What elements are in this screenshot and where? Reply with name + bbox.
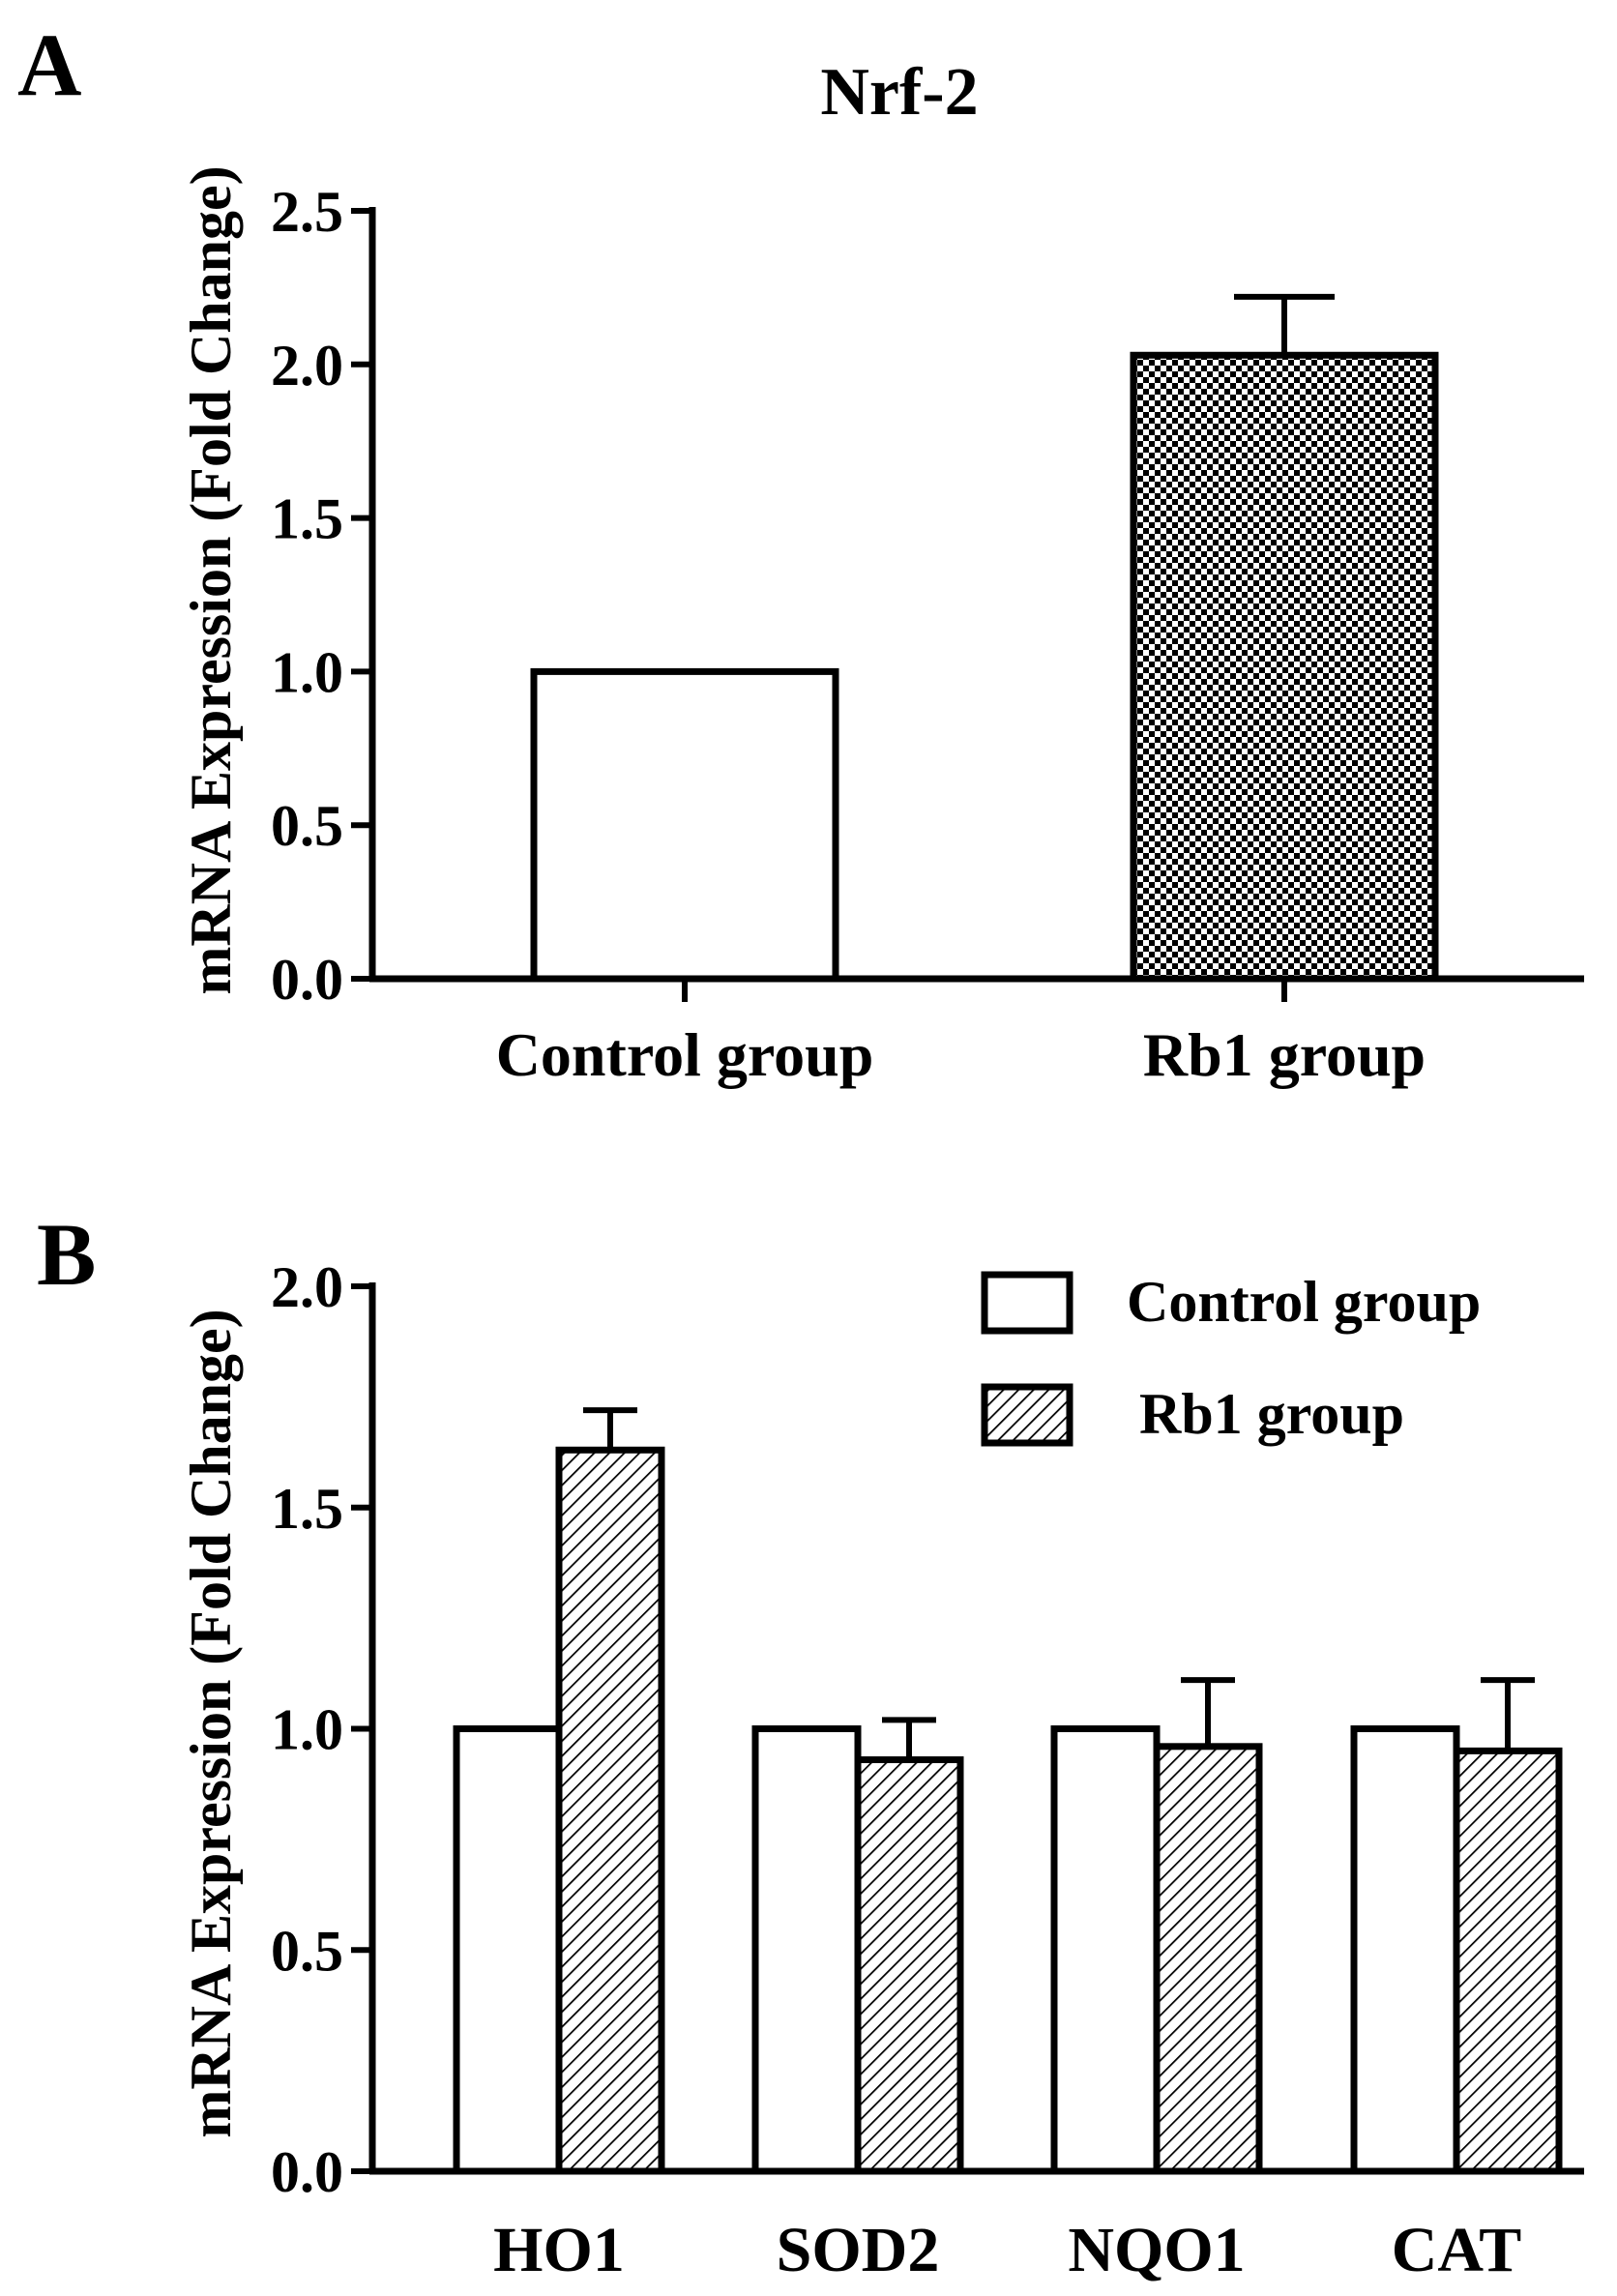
bar — [1350, 1725, 1460, 2175]
y-tick-label: 2.0 — [271, 334, 343, 397]
bar — [453, 1725, 563, 2175]
panel-label-b: B — [37, 1205, 96, 1304]
x-tick-label: Control group — [496, 1020, 874, 1089]
chart-b: B mRNA Expression (Fold Change) 0.0 0.5 1.… — [37, 1205, 1584, 2285]
bar — [854, 1756, 964, 2175]
y-tick-label: 0.5 — [271, 794, 343, 858]
x-tick-label: NQO1 — [1068, 2215, 1245, 2285]
y-tick-label: 2.5 — [271, 180, 343, 244]
x-tick-label: CAT — [1392, 2215, 1521, 2285]
chart-a: A Nrf-2 mRNA Expression (Fold Change) 0.… — [17, 15, 1584, 1089]
y-tick-label: 1.5 — [271, 1477, 343, 1541]
y-tick-label: 1.0 — [271, 640, 343, 704]
legend-swatch-control — [981, 1271, 1073, 1335]
bar — [1153, 1743, 1263, 2175]
legend: Control group Rb1 group — [981, 1270, 1481, 1447]
bar — [1453, 1747, 1563, 2175]
chart-a-ylabel: mRNA Expression (Fold Change) — [179, 165, 243, 994]
chart-b-plot: 0.0 0.5 1.0 1.5 2.0 HO1 SOD2 NQO1 CAT — [271, 1255, 1584, 2285]
x-tick-label: Rb1 group — [1143, 1020, 1426, 1089]
bar — [530, 667, 839, 983]
y-tick-label: 0.5 — [271, 1919, 343, 1983]
bar — [555, 1446, 665, 2175]
legend-label-rb1: Rb1 group — [1139, 1382, 1404, 1446]
legend-swatch-rb1 — [981, 1383, 1073, 1447]
legend-label-control: Control group — [1127, 1270, 1481, 1334]
x-tick-label: SOD2 — [777, 2215, 940, 2285]
y-tick-label: 0.0 — [271, 948, 343, 1012]
y-tick-label: 1.5 — [271, 487, 343, 551]
x-tick-label: HO1 — [493, 2215, 625, 2285]
bar — [1130, 351, 1439, 983]
chart-a-plot: 0.0 0.5 1.0 1.5 2.0 2.5 Control group Rb1 group — [271, 180, 1584, 1089]
bar — [751, 1725, 862, 2175]
chart-b-ylabel: mRNA Expression (Fold Change) — [179, 1309, 243, 2137]
y-tick-label: 0.0 — [271, 2140, 343, 2204]
y-tick-label: 2.0 — [271, 1255, 343, 1319]
panel-label-a: A — [17, 15, 81, 114]
chart-a-title: Nrf-2 — [820, 55, 978, 130]
bar — [1050, 1725, 1161, 2175]
y-tick-label: 1.0 — [271, 1698, 343, 1762]
